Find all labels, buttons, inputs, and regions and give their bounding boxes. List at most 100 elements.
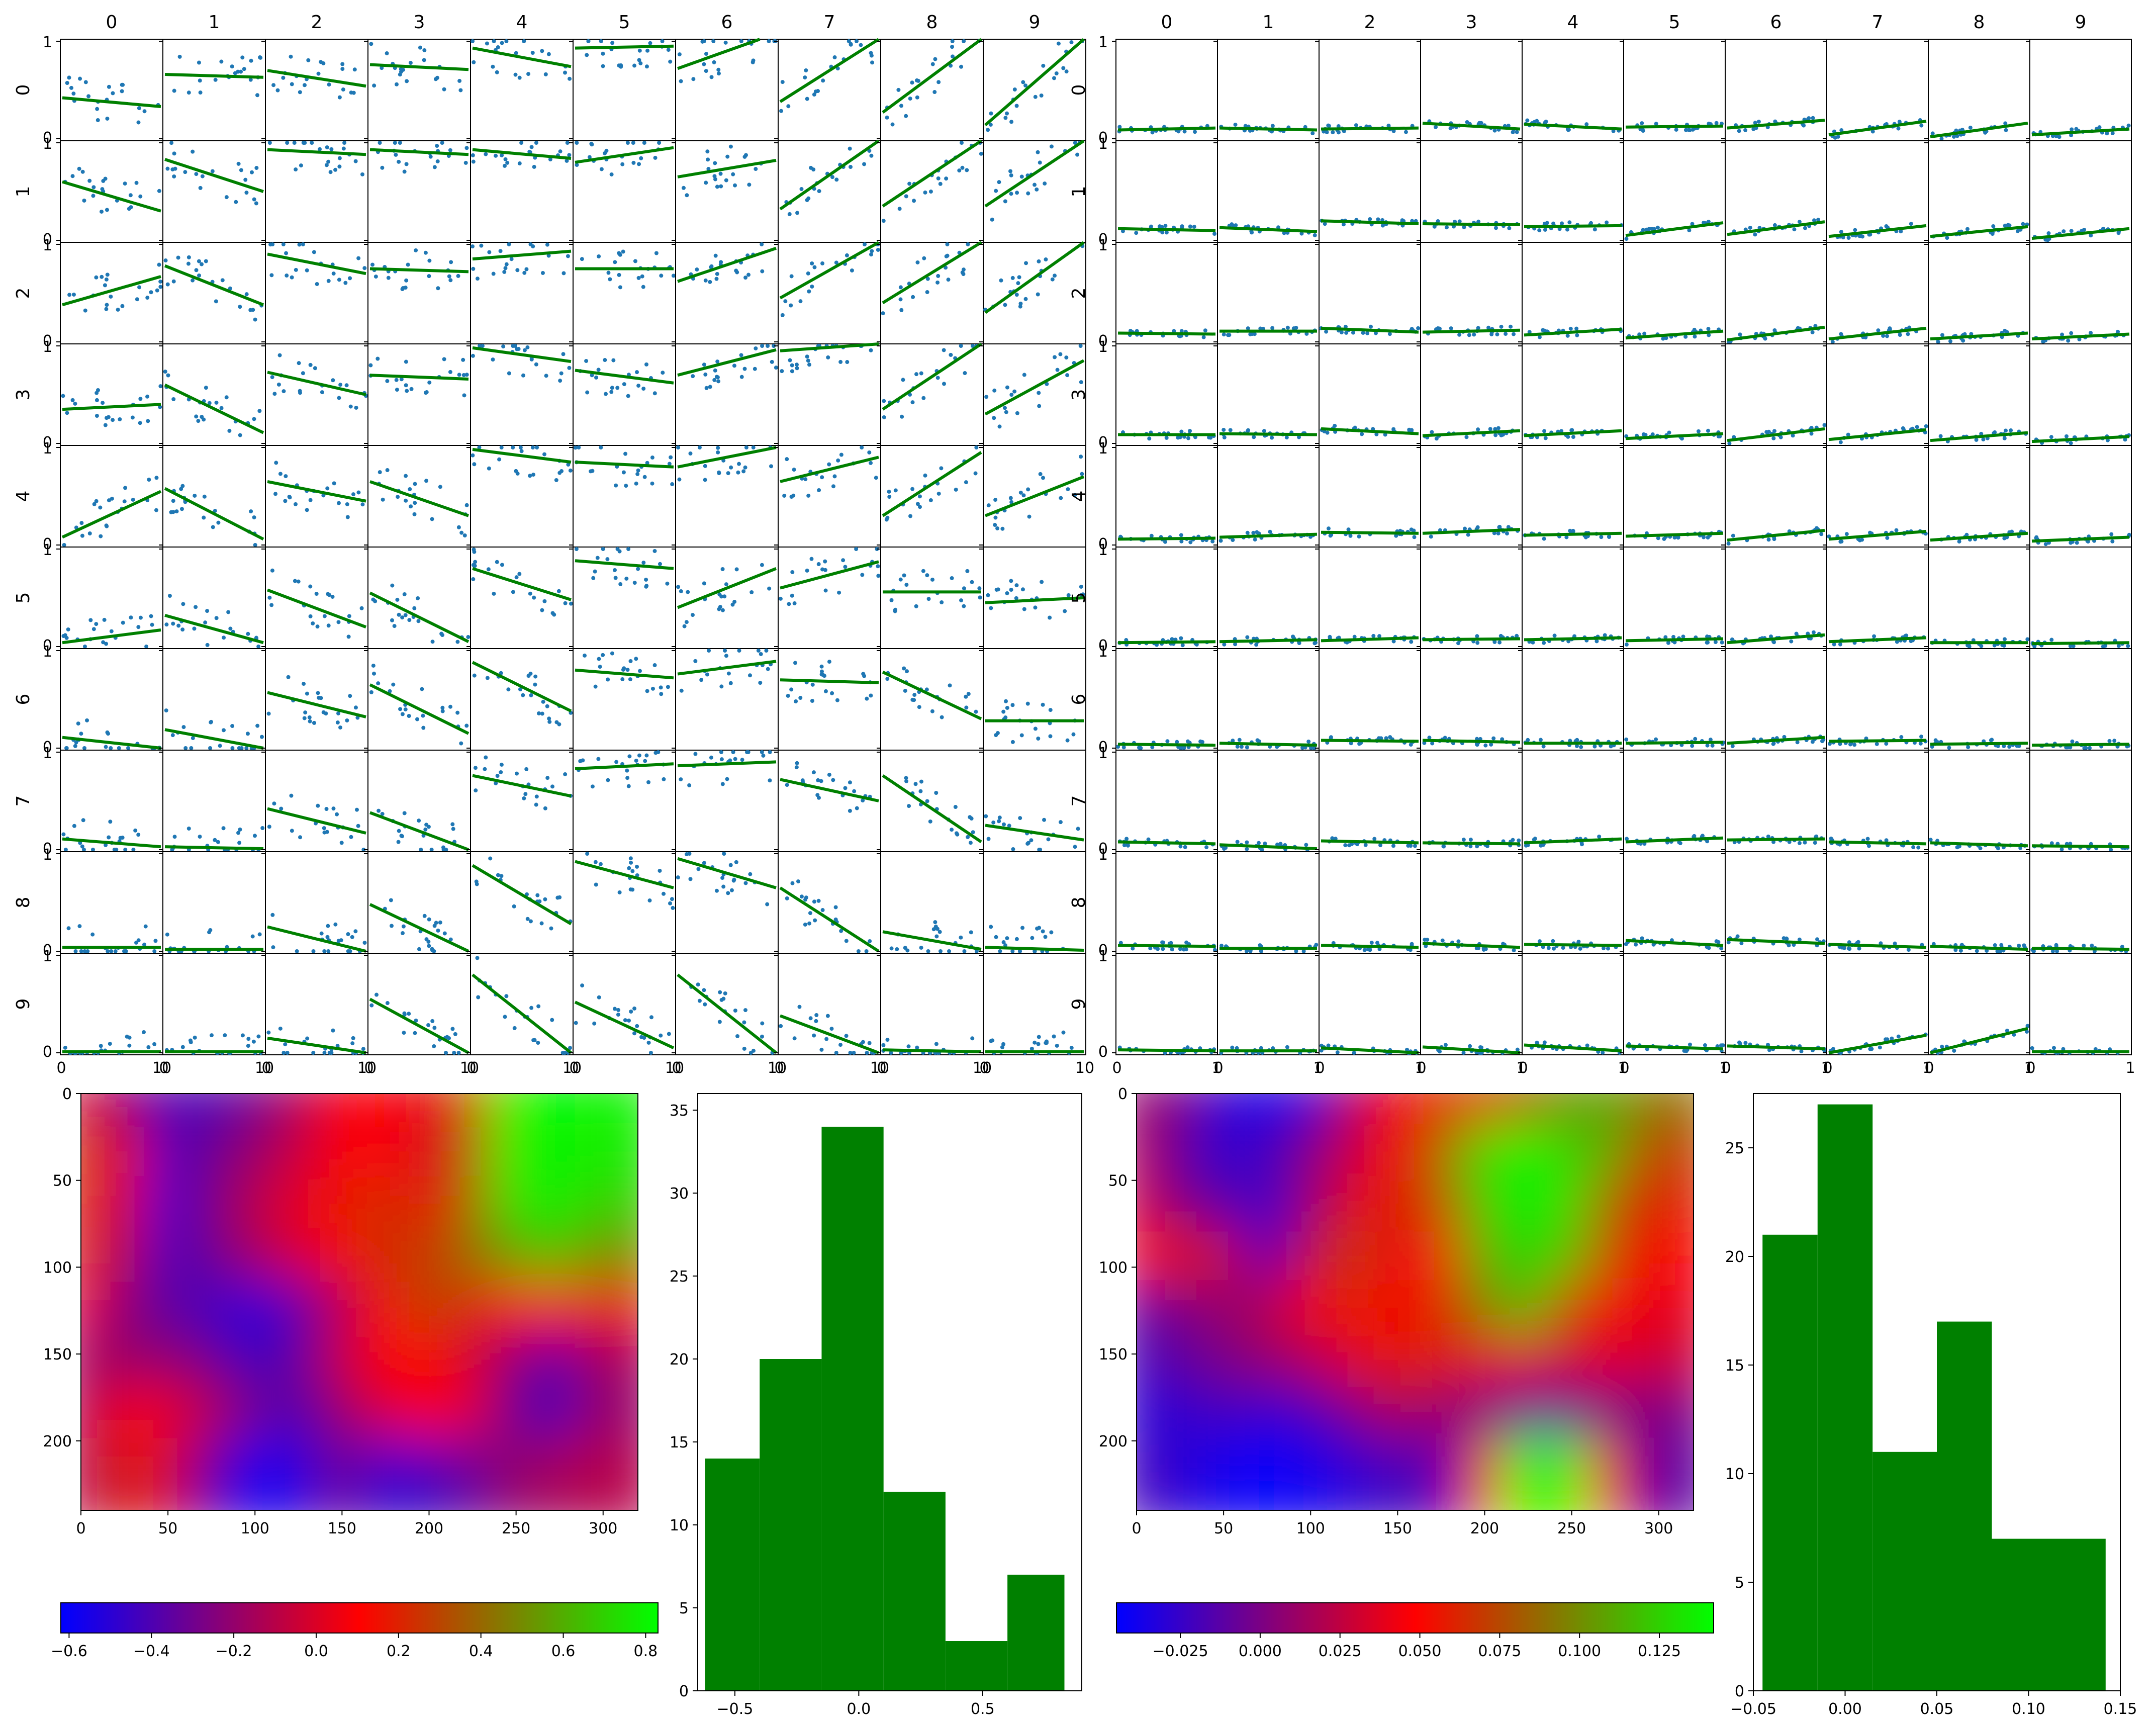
data-point: [561, 271, 566, 276]
data-point: [267, 825, 271, 829]
data-point: [569, 601, 573, 606]
data-point: [914, 78, 919, 82]
data-point: [961, 272, 966, 277]
data-point: [1731, 533, 1735, 538]
fit-line: [1117, 944, 1216, 948]
data-point: [601, 547, 605, 551]
data-point: [395, 388, 399, 392]
data-point: [592, 1021, 597, 1026]
y-tick-label: 0: [43, 739, 52, 756]
data-point: [819, 1047, 824, 1052]
data-point: [1584, 122, 1589, 127]
data-point: [904, 776, 908, 780]
scatter-cell: [672, 953, 779, 1055]
data-point: [1233, 642, 1238, 647]
data-point: [183, 170, 188, 174]
data-point: [1974, 437, 1979, 442]
cell-frame: [573, 648, 676, 751]
data-point: [1391, 129, 1396, 133]
data-point: [302, 682, 306, 686]
data-point: [255, 93, 259, 98]
data-point: [583, 653, 587, 658]
data-point: [171, 510, 175, 514]
data-point: [1339, 330, 1344, 335]
data-point: [531, 244, 535, 249]
data-point: [991, 820, 996, 825]
data-point: [795, 211, 800, 215]
fit-line: [1727, 633, 1825, 645]
data-point: [1333, 423, 1337, 428]
data-point: [667, 462, 672, 466]
scatter-cell: [56, 547, 163, 649]
data-point: [1007, 824, 1011, 828]
data-point: [1148, 946, 1153, 951]
data-point: [1597, 835, 1602, 839]
data-point: [1957, 844, 1961, 849]
data-point: [234, 200, 238, 204]
data-point: [2069, 229, 2074, 233]
data-point: [537, 711, 541, 715]
data-point: [1222, 427, 1226, 432]
row-label: 2: [13, 288, 34, 299]
data-point: [1475, 525, 1480, 529]
column-header-label: 2: [311, 12, 323, 33]
data-point: [1829, 836, 1833, 841]
data-point: [657, 141, 662, 145]
scatter-cell: [672, 242, 779, 344]
data-point: [1052, 1034, 1056, 1039]
y-tick-label: 1: [43, 846, 52, 864]
fit-line: [1219, 532, 1318, 539]
data-point: [816, 89, 820, 94]
fit-line: [1219, 742, 1318, 747]
data-point: [529, 1006, 534, 1010]
data-point: [1003, 943, 1007, 948]
data-point: [1476, 326, 1480, 330]
data-point: [430, 640, 435, 644]
data-point: [804, 68, 808, 72]
data-point: [477, 445, 482, 449]
data-point: [904, 583, 909, 587]
data-point: [597, 657, 601, 661]
data-point: [797, 1005, 802, 1009]
row-label: 0: [13, 84, 34, 96]
fit-line: [369, 997, 470, 1054]
data-point: [1284, 435, 1289, 440]
y-tick-label: 1: [43, 338, 52, 356]
scatter-cell: [877, 139, 984, 243]
fit-line: [1117, 331, 1216, 336]
data-point: [418, 45, 422, 50]
scatter-cell: [261, 39, 368, 141]
fit-line: [575, 860, 674, 889]
data-point: [1541, 744, 1546, 749]
data-point: [599, 445, 603, 449]
data-point: [83, 80, 88, 84]
data-point: [559, 469, 564, 474]
data-point: [1291, 326, 1296, 331]
data-point: [455, 710, 460, 715]
data-point: [1365, 331, 1370, 335]
data-point: [908, 514, 913, 518]
data-point: [854, 39, 859, 43]
data-point: [343, 281, 348, 285]
data-point: [1182, 129, 1187, 134]
data-point: [540, 49, 544, 53]
data-point: [644, 64, 649, 69]
data-point: [986, 593, 990, 597]
data-point: [631, 141, 635, 145]
data-point: [954, 487, 958, 492]
data-point: [1803, 840, 1807, 845]
fit-line: [164, 72, 264, 79]
scatter-cell: [56, 140, 163, 243]
data-point: [1027, 514, 1032, 519]
data-point: [449, 260, 453, 264]
data-point: [1640, 121, 1644, 126]
data-point: [1147, 436, 1152, 441]
data-point: [1477, 121, 1482, 125]
cell-frame: [265, 343, 368, 446]
data-point: [327, 82, 331, 87]
data-point: [402, 169, 407, 174]
data-point: [780, 313, 785, 317]
data-point: [219, 406, 224, 410]
fit-line: [1422, 841, 1521, 846]
data-point: [129, 615, 133, 620]
